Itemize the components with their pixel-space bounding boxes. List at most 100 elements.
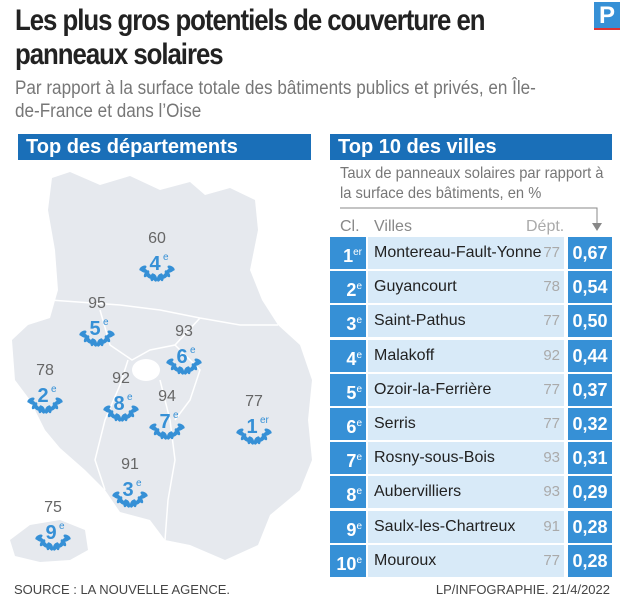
paris-hole	[132, 359, 160, 381]
city-name: Rosny-sous-Bois	[374, 449, 495, 467]
city-cell: Guyancourt 78	[368, 271, 564, 304]
laurel-badge: 93 6 e	[166, 323, 202, 375]
city-name: Aubervilliers	[374, 483, 462, 501]
table-row: 3e Saint-Pathus 77 0,50	[330, 305, 612, 338]
rank-suffix: e	[356, 349, 362, 361]
dept-number: 94	[158, 388, 176, 405]
rank-suffix: e	[356, 520, 362, 532]
dept-number: 60	[148, 230, 166, 247]
value-cell: 0,31	[568, 442, 612, 475]
table-row: 6e Serris 77 0,32	[330, 408, 612, 440]
dept-number: 78	[36, 362, 54, 379]
table-row: 7e Rosny-sous-Bois 93 0,31	[330, 442, 612, 475]
rank: 4	[346, 348, 357, 369]
arrow-icon	[340, 207, 602, 231]
rank: 7	[346, 451, 357, 472]
laurel-badge: 60 4 e	[139, 230, 175, 282]
city-name: Malakoff	[374, 346, 435, 364]
dept-rank: 4	[149, 253, 161, 275]
dept-rank: 2	[37, 385, 48, 407]
rank: 6	[346, 417, 357, 437]
city-cell: Montereau-Fault-Yonne 77	[368, 237, 564, 269]
laurel-badge: 77 1 er	[236, 393, 272, 445]
rank-suffix: e	[356, 452, 362, 464]
city-dept: 78	[543, 278, 560, 296]
city-dept: 93	[543, 483, 560, 501]
laurel-icon	[112, 491, 148, 508]
value-cell: 0,37	[568, 373, 612, 406]
city-cell: Ozoir-la-Ferrière 77	[368, 373, 564, 406]
dept-rank-suffix: e	[136, 478, 142, 489]
laurel-badge: 95 5 e	[79, 295, 115, 347]
rank-suffix: e	[356, 418, 362, 429]
logo: P	[594, 2, 620, 30]
city-cell: Saulx-les-Chartreux 91	[368, 510, 564, 543]
city-dept: 77	[543, 415, 560, 432]
table-row: 5e Ozoir-la-Ferrière 77 0,37	[330, 373, 612, 406]
laurel-icon	[103, 405, 139, 422]
dept-number: 95	[88, 295, 106, 312]
subtitle: Par rapport à la surface totale des bâti…	[15, 78, 536, 122]
dept-rank-suffix: er	[260, 415, 270, 426]
rank-cell: 3e	[330, 305, 366, 338]
rank-suffix: e	[356, 281, 362, 293]
rank-suffix: e	[356, 554, 362, 566]
rank-cell: 7e	[330, 442, 366, 475]
dept-rank-suffix: e	[103, 317, 109, 328]
dept-rank: 5	[89, 318, 100, 340]
city-dept: 77	[543, 551, 560, 569]
dept-number: 93	[175, 323, 193, 340]
city-cell: Aubervilliers 93	[368, 476, 564, 509]
city-cell: Rosny-sous-Bois 93	[368, 442, 564, 475]
value-cell: 0,29	[568, 476, 612, 509]
dept-rank: 7	[159, 411, 170, 433]
paris-inset-shape	[10, 520, 88, 562]
city-cell: Malakoff 92	[368, 339, 564, 372]
table-row: 10e Mouroux 77 0,28	[330, 544, 612, 577]
rank: 9	[346, 519, 357, 540]
dept-rank-suffix: e	[51, 384, 57, 395]
dept-rank: 1	[246, 416, 257, 438]
laurel-icon	[149, 423, 185, 440]
city-name: Saulx-les-Chartreux	[374, 517, 516, 535]
credit: LP/INFOGRAPHIE. 21/4/2022	[435, 582, 610, 597]
dept-rank-suffix: e	[59, 521, 65, 532]
city-cell: Mouroux 77	[368, 544, 564, 577]
rank-cell: 10e	[330, 544, 366, 577]
rank: 2	[346, 280, 357, 301]
laurel-badge: 78 2 e	[27, 362, 63, 414]
rank: 10	[336, 553, 357, 574]
rank-cell: 6e	[330, 408, 366, 440]
city-dept: 93	[543, 449, 560, 467]
dept-rank: 3	[122, 479, 133, 501]
city-name: Saint-Pathus	[374, 312, 466, 330]
city-dept: 91	[543, 517, 560, 535]
rank: 5	[346, 382, 357, 403]
laurel-icon	[27, 397, 63, 414]
city-dept: 77	[543, 312, 560, 330]
city-name: Serris	[374, 415, 416, 432]
dept-rank: 6	[176, 346, 187, 368]
rank-suffix: er	[353, 247, 362, 258]
col-rank: Cl.	[340, 218, 360, 235]
laurel-icon	[79, 330, 115, 347]
city-dept: 92	[543, 346, 560, 364]
dept-rank-suffix: e	[173, 410, 179, 421]
villes-header: Top 10 des villes	[330, 134, 612, 160]
table-row: 1er Montereau-Fault-Yonne 77 0,67	[330, 237, 612, 269]
city-cell: Serris 77	[368, 408, 564, 440]
table-note: Taux de panneaux solaires par rapport à …	[340, 165, 604, 202]
city-name: Montereau-Fault-Yonne	[374, 244, 542, 261]
col-dept: Dépt.	[526, 218, 565, 235]
laurel-icon	[166, 358, 202, 375]
city-name: Ozoir-la-Ferrière	[374, 380, 492, 398]
laurel-badge: 91 3 e	[112, 456, 148, 508]
rank-cell: 9e	[330, 510, 366, 543]
laurel-badge: 92 8 e	[103, 370, 139, 422]
value-cell: 0,50	[568, 305, 612, 338]
dept-rank-suffix: e	[190, 345, 196, 356]
dept-rank: 8	[113, 393, 124, 415]
city-dept: 77	[543, 244, 560, 261]
rank-suffix: e	[356, 486, 362, 498]
dept-rank: 9	[45, 522, 56, 544]
